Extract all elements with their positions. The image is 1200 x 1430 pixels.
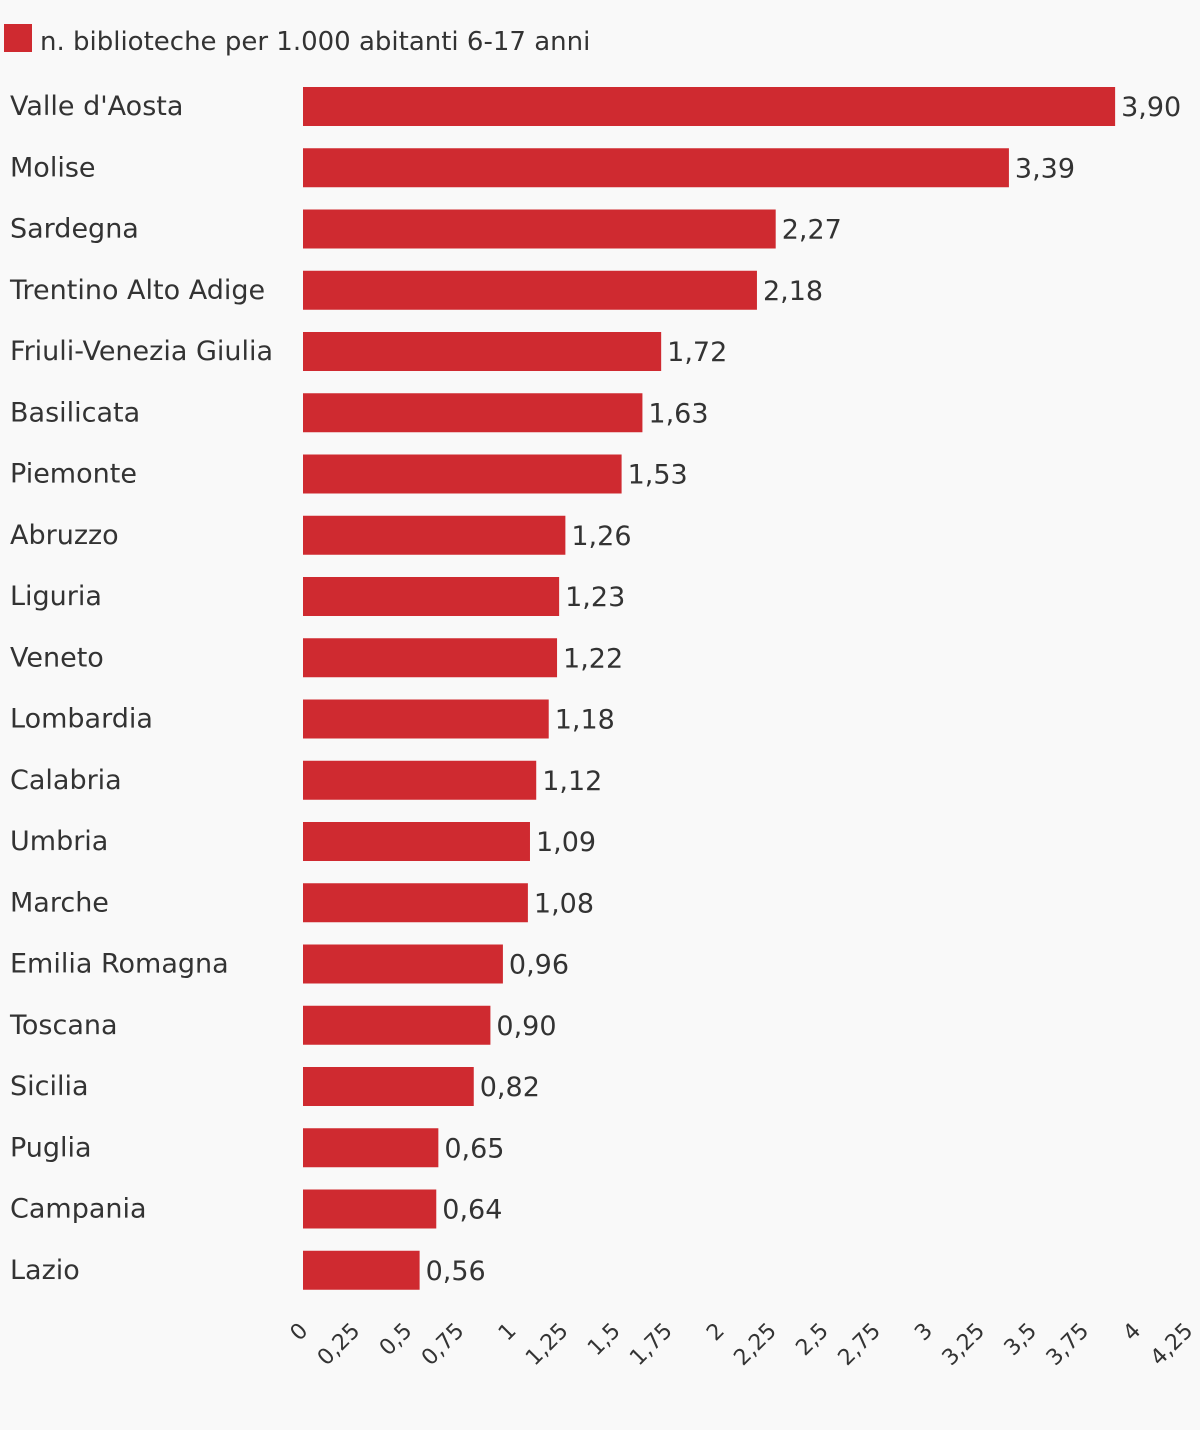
- x-tick-label: 1,75: [625, 1319, 677, 1371]
- category-label: Friuli-Venezia Giulia: [10, 336, 273, 367]
- category-label: Sicilia: [10, 1071, 89, 1102]
- x-tick-label: 1,5: [583, 1319, 625, 1361]
- x-tick-label: 3,5: [1000, 1319, 1042, 1361]
- category-label: Piemonte: [10, 459, 137, 490]
- category-label: Toscana: [9, 1010, 118, 1041]
- data-label: 3,90: [1121, 92, 1181, 123]
- data-label: 1,63: [648, 398, 708, 429]
- x-tick-label: 2: [702, 1319, 730, 1347]
- category-label: Liguria: [10, 581, 102, 612]
- bar: [303, 332, 662, 371]
- data-label: 0,96: [509, 950, 569, 981]
- category-labels: Valle d'Aosta Molise Sardegna Trentino Alto…: [9, 91, 273, 1286]
- bar: [303, 148, 1009, 188]
- x-tick-label: 1,25: [521, 1319, 573, 1371]
- data-label: 0,82: [480, 1072, 540, 1103]
- x-tick-label: 4: [1119, 1319, 1147, 1347]
- data-label: 0,56: [426, 1256, 486, 1287]
- x-tick-label: 2,25: [729, 1319, 781, 1371]
- legend: n. biblioteche per 1.000 abitanti 6-17 a…: [4, 24, 590, 57]
- bar: [303, 209, 776, 249]
- bar: [303, 87, 1116, 126]
- bar: [303, 393, 643, 433]
- x-tick-label: 0,5: [375, 1319, 417, 1361]
- x-tick-label: 0: [286, 1319, 314, 1347]
- x-tick-label: 3: [910, 1319, 938, 1347]
- data-label: 1,53: [628, 460, 688, 491]
- category-label: Abruzzo: [10, 520, 119, 551]
- bar: [303, 1005, 491, 1045]
- category-label: Campania: [10, 1194, 147, 1225]
- category-label: Calabria: [10, 765, 122, 796]
- data-label: 1,23: [565, 582, 625, 613]
- x-tick-label: 3,75: [1042, 1319, 1094, 1371]
- bar: [303, 883, 528, 923]
- bar: [303, 515, 566, 555]
- x-tick-label: 3,25: [938, 1319, 990, 1371]
- data-label: 0,90: [496, 1011, 556, 1042]
- bar: [303, 454, 622, 494]
- x-tick-label: 1: [494, 1319, 522, 1347]
- bar: [303, 270, 757, 310]
- category-label: Sardegna: [10, 214, 139, 245]
- bars: [303, 87, 1116, 1290]
- bar: [303, 699, 549, 739]
- data-label: 1,22: [563, 643, 623, 674]
- category-label: Trentino Alto Adige: [9, 275, 265, 306]
- x-tick-label: 4,25: [1146, 1319, 1198, 1371]
- category-label: Veneto: [10, 642, 104, 673]
- value-labels: 3,90 3,39 2,27 2,18 1,72 1,63 1,53 1,26 1,23 1,22…: [426, 92, 1182, 1287]
- data-label: 1,09: [536, 827, 596, 858]
- category-label: Molise: [10, 152, 96, 183]
- category-label: Valle d'Aosta: [10, 91, 183, 122]
- bar: [303, 1128, 439, 1168]
- data-label: 1,26: [571, 521, 631, 552]
- x-axis-ticks: 0 0,25 0,5 0,75 1 1,25 1,5 1,75 2 2,25 2,5 2,75 3 3,2…: [286, 1319, 1199, 1371]
- category-label: Lazio: [10, 1255, 80, 1286]
- data-label: 0,64: [442, 1195, 502, 1226]
- data-label: 1,08: [534, 888, 594, 919]
- category-label: Puglia: [10, 1132, 92, 1163]
- x-tick-label: 0,75: [417, 1319, 469, 1371]
- category-label: Umbria: [10, 826, 108, 857]
- data-label: 2,27: [782, 215, 842, 246]
- data-label: 1,18: [555, 705, 615, 736]
- legend-swatch: [4, 24, 32, 52]
- bar: [303, 822, 530, 861]
- category-label: Marche: [10, 887, 109, 918]
- category-label: Basilicata: [10, 397, 140, 428]
- x-tick-label: 2,5: [791, 1319, 833, 1361]
- legend-label: n. biblioteche per 1.000 abitanti 6-17 a…: [40, 27, 590, 57]
- data-label: 1,72: [667, 337, 727, 368]
- data-label: 2,18: [763, 276, 823, 307]
- bar: [303, 1067, 474, 1106]
- category-label: Emilia Romagna: [10, 949, 229, 980]
- bar: [303, 944, 503, 984]
- x-tick-label: 0,25: [313, 1319, 365, 1371]
- data-label: 3,39: [1015, 153, 1075, 184]
- bar: [303, 577, 560, 616]
- data-label: 0,65: [444, 1133, 504, 1164]
- bar: [303, 638, 558, 678]
- bar: [303, 760, 537, 800]
- category-label: Lombardia: [10, 704, 153, 735]
- data-label: 1,12: [542, 766, 602, 797]
- x-tick-label: 2,75: [834, 1319, 886, 1371]
- bar: [303, 1189, 437, 1229]
- bar: [303, 1250, 420, 1290]
